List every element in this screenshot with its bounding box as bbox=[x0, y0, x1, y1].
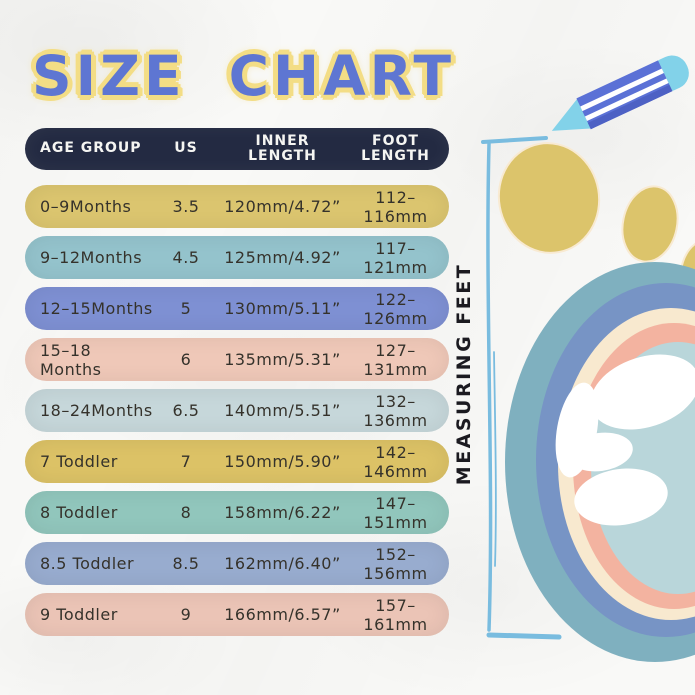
cell-inner-length: 140mm/5.51” bbox=[224, 401, 341, 420]
page-title: SIZE CHART bbox=[32, 44, 456, 108]
cell-us-size: 9 bbox=[180, 605, 192, 624]
cell-us-size: 5 bbox=[180, 299, 192, 318]
cell-us-size: 3.5 bbox=[172, 197, 200, 216]
cell-inner-length: 135mm/5.31” bbox=[224, 350, 341, 369]
header-age-group: AGE GROUP bbox=[40, 140, 142, 157]
cell-foot-length: 127–131mm bbox=[363, 340, 428, 379]
pencil-stripe bbox=[584, 78, 669, 122]
cell-inner-length: 166mm/6.57” bbox=[224, 605, 341, 624]
foot-ring-2 bbox=[536, 283, 695, 637]
cell-inner-length: 130mm/5.11” bbox=[224, 299, 341, 318]
pencil-icon bbox=[551, 55, 689, 131]
cell-age-group: 18–24Months bbox=[40, 401, 153, 420]
small-toe-circle bbox=[679, 238, 695, 298]
footprint-blob bbox=[555, 354, 695, 526]
foot-inner bbox=[591, 342, 695, 594]
cell-us-size: 6.5 bbox=[172, 401, 200, 420]
cell-foot-length: 132–136mm bbox=[363, 391, 428, 430]
pencil-body bbox=[576, 60, 673, 130]
table-row: 18–24Months 6.5 140mm/5.51” 132–136mm bbox=[25, 389, 449, 432]
cell-foot-length: 142–146mm bbox=[363, 442, 428, 481]
cell-foot-length: 152–156mm bbox=[363, 544, 428, 583]
table-row: 9–12Months 4.5 125mm/4.92” 117–121mm bbox=[25, 236, 449, 279]
foot-illustration bbox=[497, 142, 695, 662]
cell-foot-length: 112–116mm bbox=[363, 187, 428, 226]
foot-ring-3 bbox=[558, 308, 695, 620]
cell-us-size: 8.5 bbox=[172, 554, 200, 573]
cell-us-size: 8 bbox=[180, 503, 192, 522]
cell-foot-length: 147–151mm bbox=[363, 493, 428, 532]
cell-inner-length: 162mm/6.40” bbox=[224, 554, 341, 573]
table-row: 8 Toddler 8 158mm/6.22” 147–151mm bbox=[25, 491, 449, 534]
cell-inner-length: 120mm/4.72” bbox=[224, 197, 341, 216]
cell-age-group: 8 Toddler bbox=[40, 503, 118, 522]
cell-age-group: 9 Toddler bbox=[40, 605, 118, 624]
cell-foot-length: 157–161mm bbox=[363, 595, 428, 634]
pencil-eraser bbox=[650, 55, 689, 92]
cell-us-size: 7 bbox=[180, 452, 192, 471]
table-row: 15–18 Months 6 135mm/5.31” 127–131mm bbox=[25, 338, 449, 381]
cell-age-group: 15–18 Months bbox=[40, 340, 102, 379]
table-row: 9 Toddler 9 166mm/6.57” 157–161mm bbox=[25, 593, 449, 636]
cell-foot-length: 122–126mm bbox=[363, 289, 428, 328]
foot-ring-outer bbox=[505, 262, 695, 662]
cell-age-group: 8.5 Toddler bbox=[40, 554, 135, 573]
measuring-feet-label: MEASURING FEET bbox=[453, 262, 475, 486]
mid-toe-circle bbox=[621, 185, 679, 263]
table-body: 0–9Months 3.5 120mm/4.72” 112–116mm 9–12Mont… bbox=[25, 185, 449, 636]
cell-age-group: 0–9Months bbox=[40, 197, 132, 216]
measuring-bracket bbox=[481, 136, 562, 640]
header-inner-length: INNER LENGTH bbox=[248, 132, 317, 164]
table-row: 7 Toddler 7 150mm/5.90” 142–146mm bbox=[25, 440, 449, 483]
cell-age-group: 7 Toddler bbox=[40, 452, 118, 471]
header-foot-length: FOOT LENGTH bbox=[361, 132, 430, 164]
cell-inner-length: 125mm/4.92” bbox=[224, 248, 341, 267]
big-toe-circle bbox=[497, 142, 601, 254]
cell-age-group: 12–15Months bbox=[40, 299, 153, 318]
header-us-size: US bbox=[174, 140, 198, 157]
cell-foot-length: 117–121mm bbox=[363, 238, 428, 277]
pencil-tip bbox=[551, 97, 593, 131]
cell-inner-length: 158mm/6.22” bbox=[224, 503, 341, 522]
size-table: AGE GROUP US INNER LENGTH FOOT LENGTH 0–… bbox=[25, 128, 449, 636]
table-header-row: AGE GROUP US INNER LENGTH FOOT LENGTH bbox=[25, 128, 449, 170]
cell-us-size: 4.5 bbox=[172, 248, 200, 267]
cell-us-size: 6 bbox=[180, 350, 192, 369]
cell-inner-length: 150mm/5.90” bbox=[224, 452, 341, 471]
pencil-stripe bbox=[580, 68, 664, 112]
table-row: 8.5 Toddler 8.5 162mm/6.40” 152–156mm bbox=[25, 542, 449, 585]
table-row: 0–9Months 3.5 120mm/4.72” 112–116mm bbox=[25, 185, 449, 228]
table-row: 12–15Months 5 130mm/5.11” 122–126mm bbox=[25, 287, 449, 330]
foot-ring-4 bbox=[573, 323, 695, 609]
cell-age-group: 9–12Months bbox=[40, 248, 143, 267]
